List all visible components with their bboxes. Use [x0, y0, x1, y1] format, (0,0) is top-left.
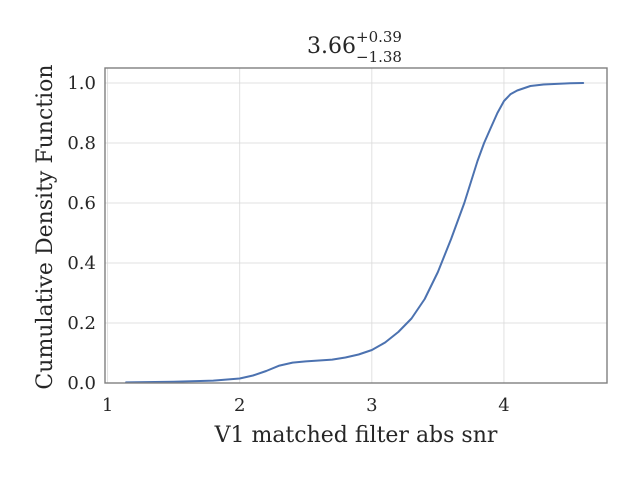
x-tick-label: 1 [102, 395, 113, 416]
y-tick-label: 1.0 [67, 73, 96, 94]
y-tick-label: 0.0 [67, 373, 96, 394]
y-tick-label: 0.2 [67, 313, 96, 334]
x-tick-label: 2 [234, 395, 245, 416]
x-tick-labels: 1 2 3 4 [102, 395, 510, 416]
grid-lines [105, 68, 607, 384]
series-line-cdf [125, 82, 585, 384]
plot-frame [104, 67, 608, 384]
title-lower-error: −1.38 [356, 48, 402, 66]
y-tick-label: 0.6 [67, 193, 96, 214]
x-tick-label: 3 [366, 395, 377, 416]
title-value: 3.66 [307, 34, 356, 59]
y-tick-labels: 0.0 0.2 0.4 0.6 0.8 1.0 [67, 73, 96, 394]
x-tick-label: 4 [498, 395, 509, 416]
x-axis-label: V1 matched filter abs snr [214, 423, 498, 448]
y-tick-label: 0.4 [67, 253, 96, 274]
title-upper-error: +0.39 [356, 28, 402, 46]
y-axis-label: Cumulative Density Function [33, 64, 58, 389]
y-tick-label: 0.8 [67, 133, 96, 154]
chart-title: 3.66 +0.39 −1.38 [307, 28, 402, 66]
